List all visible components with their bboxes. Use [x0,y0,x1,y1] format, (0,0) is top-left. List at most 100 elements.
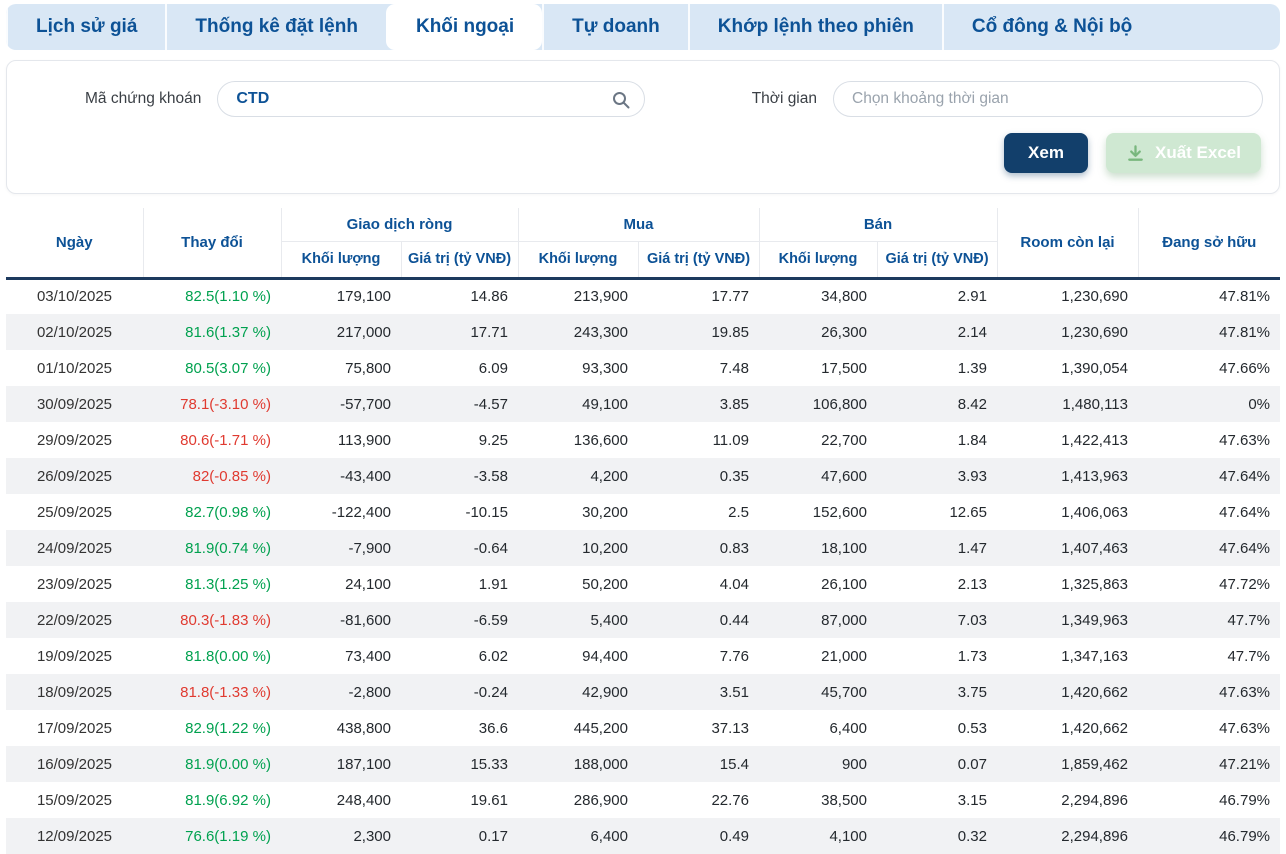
room-cell: 1,480,113 [1062,395,1128,413]
search-button[interactable] [608,87,634,113]
table-row: 18/09/2025 81.8(-1.33 %) -2,800 -0.24 42… [6,674,1280,710]
sell-volume-cell: 18,100 [821,539,867,557]
change-cell: 80.5(3.07 %) [185,359,271,377]
room-cell: 1,413,963 [1061,467,1128,485]
time-range-input[interactable] [850,89,1246,109]
change-cell: 81.9(6.92 %) [185,791,271,809]
buy-volume-cell: 286,900 [573,791,628,809]
header-room: Room còn lại [996,208,1138,280]
table-row: 29/09/2025 80.6(-1.71 %) 113,900 9.25 13… [6,422,1280,458]
buy-volume-cell: 445,200 [573,719,628,737]
buy-value-cell: 11.09 [712,431,749,449]
room-cell: 2,294,896 [1061,791,1128,809]
net-volume-cell: 73,400 [345,647,391,665]
net-volume-cell: 24,100 [345,575,391,593]
date-cell: 12/09/2025 [36,827,113,845]
change-cell: 81.6(1.37 %) [185,323,271,341]
date-cell: 24/09/2025 [36,539,113,557]
tab[interactable]: Khớp lệnh theo phiên [687,4,942,50]
tab-label: Lịch sử giá [36,16,138,37]
table-row: 03/10/2025 82.5(1.10 %) 179,100 14.86 21… [6,278,1280,314]
change-cell: 81.8(-1.33 %) [180,683,271,701]
date-cell: 03/10/2025 [36,288,113,306]
buy-volume-cell: 10,200 [582,539,628,557]
date-cell: 17/09/2025 [36,719,113,737]
sell-volume-cell: 34,800 [821,288,867,306]
net-volume-cell: 2,300 [353,827,391,845]
buy-volume-cell: 243,300 [573,323,628,341]
owned-cell: 47.64% [1219,467,1270,485]
change-cell: 78.1(-3.10 %) [180,395,271,413]
net-volume-cell: 438,800 [336,719,391,737]
table-row: 19/09/2025 81.8(0.00 %) 73,400 6.02 94,4… [6,638,1280,674]
sell-volume-cell: 22,700 [821,431,867,449]
export-excel-label: Xuất Excel [1155,143,1241,162]
table-row: 25/09/2025 82.7(0.98 %) -122,400 -10.15 … [6,494,1280,530]
net-volume-cell: -122,400 [331,503,391,521]
change-cell: 82.7(0.98 %) [185,503,271,521]
change-cell: 82(-0.85 %) [192,467,271,485]
buy-value-cell: 37.13 [711,719,749,737]
buy-volume-cell: 188,000 [573,755,628,773]
date-cell: 16/09/2025 [36,755,113,773]
sell-value-cell: 0.07 [957,755,987,773]
buy-value-cell: 7.76 [719,647,749,665]
change-cell: 81.9(0.74 %) [185,539,271,557]
table-row: 24/09/2025 81.9(0.74 %) -7,900 -0.64 10,… [6,530,1280,566]
net-value-cell: -0.24 [473,683,508,701]
room-cell: 1,406,063 [1061,503,1128,521]
sell-value-cell: 8.42 [957,395,987,413]
export-excel-button[interactable]: Xuất Excel [1106,133,1261,173]
sell-volume-cell: 152,600 [812,503,867,521]
table-row: 22/09/2025 80.3(-1.83 %) -81,600 -6.59 5… [6,602,1280,638]
sell-value-cell: 1.84 [957,431,987,449]
change-cell: 82.9(1.22 %) [185,719,271,737]
buy-value-cell: 0.44 [719,611,749,629]
room-cell: 1,859,462 [1061,755,1128,773]
room-cell: 1,325,863 [1061,575,1128,593]
symbol-input[interactable] [234,89,605,109]
header-buy-group: Mua [517,208,759,242]
sell-value-cell: 0.53 [957,719,987,737]
sell-value-cell: 12.65 [949,503,987,521]
foreign-trading-table-wrap: Ngày Thay đổi Giao dịch ròng Mua Bán Roo… [6,208,1280,854]
header-owned: Đang sở hữu [1137,208,1280,280]
net-value-cell: -4.57 [473,395,508,413]
room-cell: 1,230,690 [1061,288,1128,306]
owned-cell: 47.21% [1219,755,1270,773]
owned-cell: 47.63% [1219,431,1270,449]
header-sell-group: Bán [758,208,997,242]
date-cell: 30/09/2025 [36,395,113,413]
sell-value-cell: 2.91 [957,288,987,306]
buy-volume-cell: 136,600 [573,431,628,449]
tab[interactable]: Lịch sử giá [6,4,165,50]
view-button[interactable]: Xem [1004,133,1088,173]
header-net-group: Giao dịch ròng [280,208,518,242]
room-cell: 1,420,662 [1061,719,1128,737]
table-row: 16/09/2025 81.9(0.00 %) 187,100 15.33 18… [6,746,1280,782]
room-cell: 1,390,054 [1061,359,1128,377]
foreign-trading-table: Ngày Thay đổi Giao dịch ròng Mua Bán Roo… [6,208,1280,854]
net-value-cell: -6.59 [473,611,508,629]
sell-value-cell: 2.13 [957,575,987,593]
buy-value-cell: 0.83 [719,539,749,557]
net-value-cell: 0.17 [478,827,508,845]
net-value-cell: 15.33 [470,755,508,773]
tab[interactable]: Cổ đông & Nội bộ [941,4,1160,50]
net-volume-cell: 217,000 [336,323,391,341]
owned-cell: 47.7% [1227,611,1270,629]
net-value-cell: -3.58 [473,467,508,485]
change-cell: 81.9(0.00 %) [185,755,271,773]
net-volume-cell: -57,700 [340,395,391,413]
symbol-field-group: Mã chứng khoán [85,81,646,117]
tab[interactable]: Khối ngoại [385,4,543,50]
owned-cell: 0% [1248,395,1270,413]
net-volume-cell: 187,100 [336,755,391,773]
buy-value-cell: 7.48 [719,359,749,377]
tab[interactable]: Tự doanh [542,4,688,50]
owned-cell: 47.64% [1219,503,1270,521]
table-row: 23/09/2025 81.3(1.25 %) 24,100 1.91 50,2… [6,566,1280,602]
tab-label: Cổ đông & Nội bộ [971,16,1133,37]
tab[interactable]: Thống kê đặt lệnh [165,4,386,50]
buy-volume-cell: 6,400 [590,827,628,845]
